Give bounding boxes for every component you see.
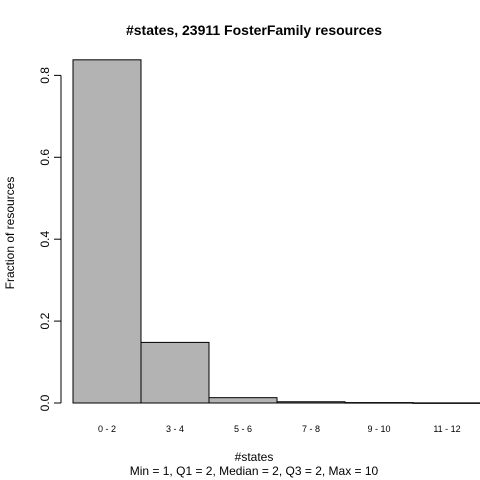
bar-7-8 — [276, 401, 346, 404]
bar-11-12 — [412, 402, 480, 404]
bar-5-6 — [208, 397, 278, 404]
x-axis-label: #states — [235, 450, 274, 464]
x-tick-label: 5 - 6 — [234, 424, 252, 434]
x-tick-labels: 0 - 2 3 - 4 5 - 6 7 - 8 9 - 10 11 - 12 — [98, 424, 461, 434]
y-tick-label: 0.4 — [38, 231, 52, 248]
bar-0-2 — [72, 59, 142, 404]
y-tick-label: 0.0 — [38, 394, 52, 411]
y-tick-label: 0.6 — [38, 149, 52, 166]
bars — [72, 59, 480, 404]
y-tick-label: 0.2 — [38, 312, 52, 329]
x-tick-label: 9 - 10 — [367, 424, 390, 434]
chart-title: #states, 23911 FosterFamily resources — [126, 22, 382, 38]
bar-3-4 — [140, 341, 210, 404]
x-tick-label: 3 - 4 — [166, 424, 184, 434]
y-axis: 0.0 0.2 0.4 0.6 0.8 — [38, 67, 62, 411]
summary-stats: Min = 1, Q1 = 2, Median = 2, Q3 = 2, Max… — [130, 464, 379, 478]
bar-9-10 — [344, 402, 414, 404]
x-tick-label: 0 - 2 — [98, 424, 116, 434]
x-tick-label: 7 - 8 — [302, 424, 320, 434]
y-tick-label: 0.8 — [38, 67, 52, 84]
x-tick-label: 11 - 12 — [433, 424, 460, 434]
y-axis-label: Fraction of resources — [3, 177, 17, 290]
